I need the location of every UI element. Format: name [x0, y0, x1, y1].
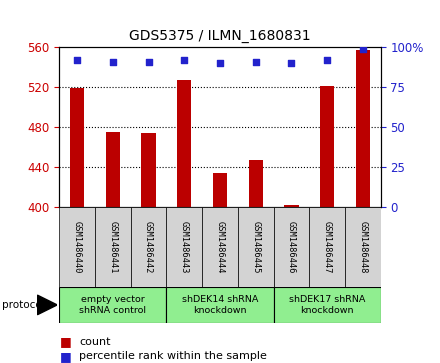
Bar — [177, 80, 191, 207]
Point — [323, 57, 330, 63]
Point — [145, 59, 152, 65]
Bar — [274, 207, 309, 287]
Bar — [309, 207, 345, 287]
Polygon shape — [37, 295, 57, 315]
Bar — [274, 287, 381, 323]
Bar — [95, 207, 131, 287]
Bar — [166, 287, 274, 323]
Bar — [320, 86, 334, 207]
Text: ■: ■ — [59, 335, 71, 348]
Text: GSM1486441: GSM1486441 — [108, 221, 117, 273]
Text: ■: ■ — [59, 350, 71, 363]
Bar — [131, 207, 166, 287]
Text: shDEK14 shRNA
knockdown: shDEK14 shRNA knockdown — [182, 295, 258, 315]
Title: GDS5375 / ILMN_1680831: GDS5375 / ILMN_1680831 — [129, 29, 311, 44]
Bar — [166, 207, 202, 287]
Text: empty vector
shRNA control: empty vector shRNA control — [80, 295, 147, 315]
Text: GSM1486446: GSM1486446 — [287, 221, 296, 273]
Text: percentile rank within the sample: percentile rank within the sample — [79, 351, 267, 362]
Text: GSM1486445: GSM1486445 — [251, 221, 260, 273]
Bar — [106, 132, 120, 207]
Text: GSM1486443: GSM1486443 — [180, 221, 189, 273]
Bar — [59, 287, 166, 323]
Bar — [202, 207, 238, 287]
Bar — [249, 160, 263, 207]
Bar — [59, 207, 95, 287]
Text: GSM1486444: GSM1486444 — [216, 221, 224, 273]
Bar — [213, 173, 227, 207]
Bar — [70, 88, 84, 207]
Text: GSM1486448: GSM1486448 — [358, 221, 367, 273]
Text: shDEK17 shRNA
knockdown: shDEK17 shRNA knockdown — [289, 295, 365, 315]
Bar — [356, 50, 370, 207]
Point — [74, 57, 81, 63]
Bar — [284, 205, 298, 207]
Point — [110, 59, 117, 65]
Point — [216, 60, 224, 66]
Point — [359, 46, 366, 52]
Bar — [238, 207, 274, 287]
Point — [252, 59, 259, 65]
Point — [288, 60, 295, 66]
Point — [181, 57, 188, 63]
Bar — [142, 133, 156, 207]
Bar — [345, 207, 381, 287]
Text: protocol: protocol — [2, 300, 45, 310]
Text: GSM1486440: GSM1486440 — [73, 221, 82, 273]
Text: GSM1486442: GSM1486442 — [144, 221, 153, 273]
Text: GSM1486447: GSM1486447 — [323, 221, 332, 273]
Text: count: count — [79, 337, 111, 347]
